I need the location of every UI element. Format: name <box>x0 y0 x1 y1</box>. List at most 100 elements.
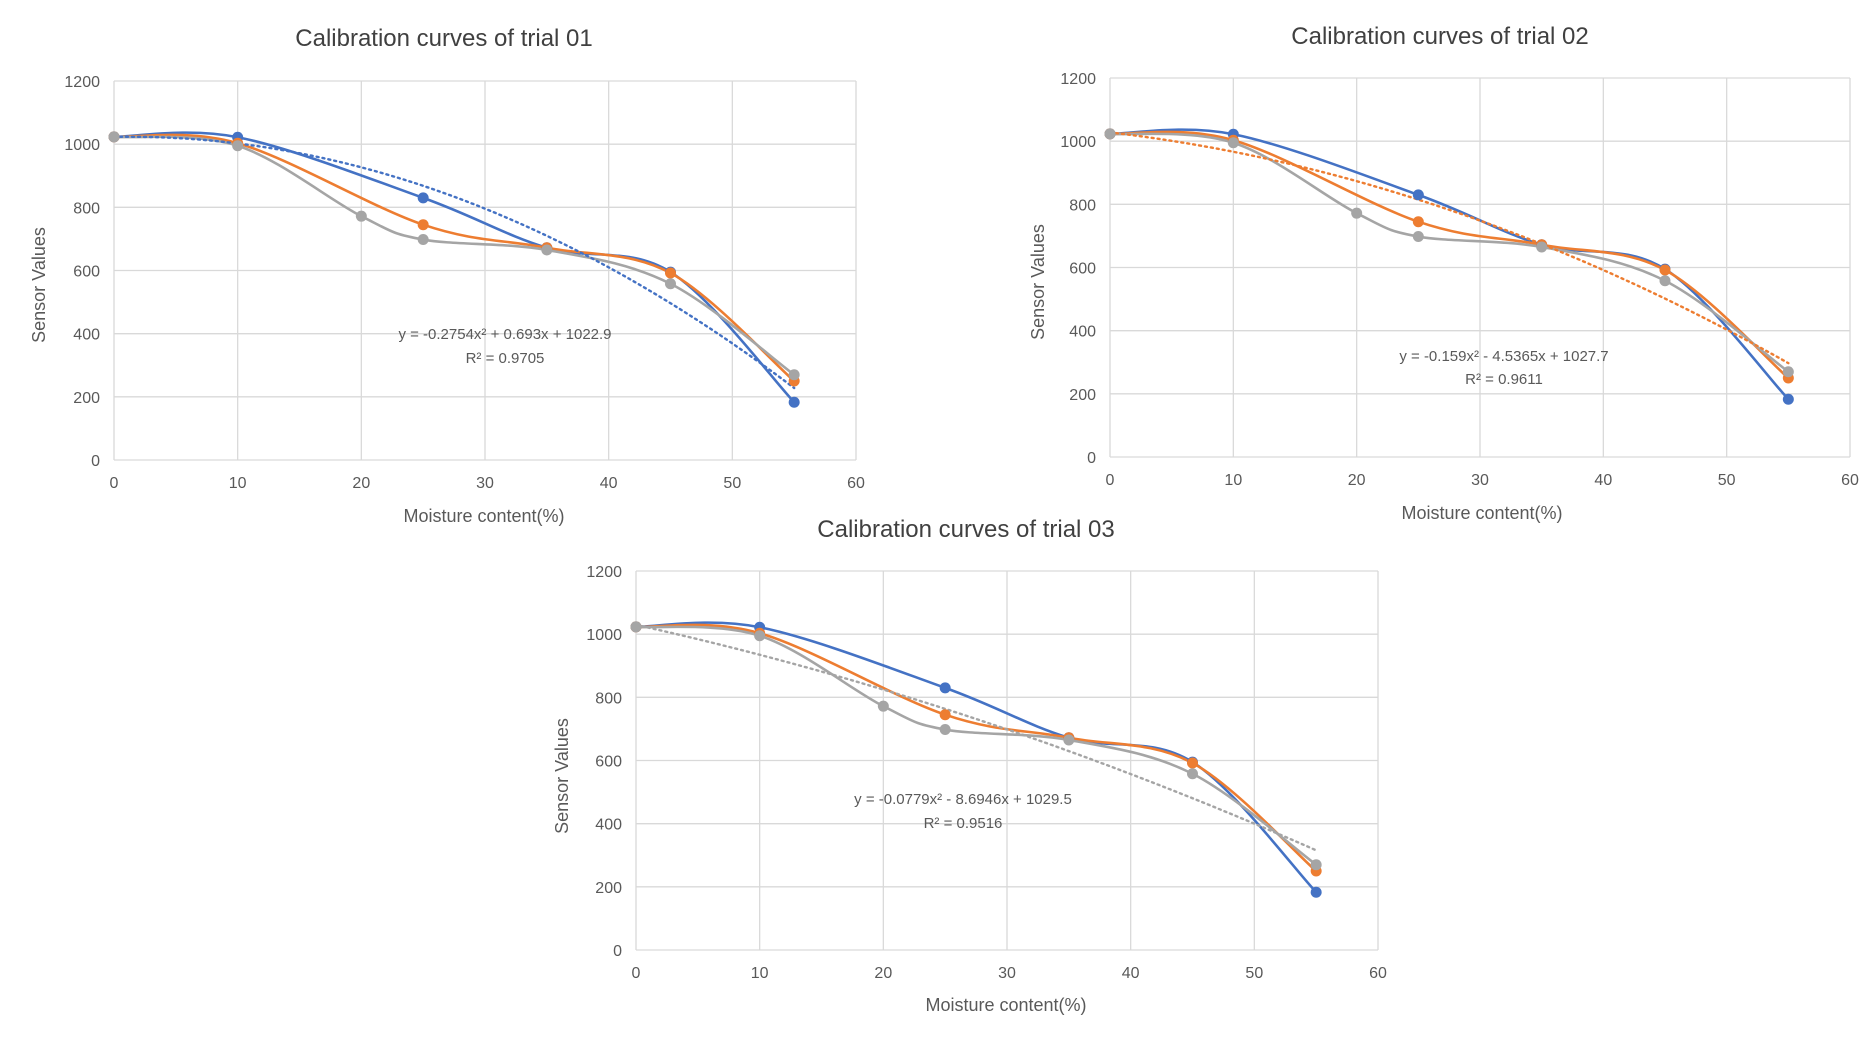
x-tick-label: 50 <box>1245 965 1263 982</box>
y-axis-label: Sensor Values <box>29 227 49 343</box>
x-tick-label: 30 <box>476 475 494 492</box>
x-axis-label: Moisture content(%) <box>1401 503 1562 523</box>
series-3-line <box>1109 132 1790 373</box>
trendline-equation: y = -0.159x² - 4.5365x + 1027.7 <box>1399 348 1608 365</box>
series-2-line <box>113 133 796 383</box>
series-2-point <box>665 267 676 279</box>
x-tick-label: 50 <box>723 475 741 492</box>
x-tick-label: 40 <box>1122 965 1140 982</box>
x-tick-label: 20 <box>1348 472 1366 489</box>
gridlines <box>635 570 1379 951</box>
series-3-point <box>630 621 642 633</box>
series-3-point <box>541 244 553 256</box>
gridlines <box>1109 77 1851 458</box>
y-tick-label: 1200 <box>1060 71 1096 88</box>
y-tick-label: 400 <box>595 817 622 834</box>
series-2-point <box>939 709 951 721</box>
chart-title: Calibration curves of trial 01 <box>295 25 592 52</box>
series-1-point <box>939 682 951 694</box>
series-1-point <box>1782 393 1794 405</box>
x-tick-label: 0 <box>1106 472 1115 489</box>
chart-trial-03: Calibration curves of trial 03 0 10 20 30 40… <box>552 516 1387 1015</box>
series-1-point <box>1310 886 1322 898</box>
series-3-point <box>1659 275 1671 287</box>
y-tick-label: 800 <box>595 690 622 707</box>
y-tick-label: 1000 <box>64 137 100 154</box>
y-tick-label: 200 <box>1069 387 1096 404</box>
series-3-point <box>1063 734 1075 746</box>
y-tick-label: 800 <box>1069 197 1096 214</box>
y-axis-label: Sensor Values <box>1028 224 1048 340</box>
trendline-equation: y = -0.2754x² + 0.693x + 1022.9 <box>398 326 611 343</box>
series-3-point <box>665 278 676 290</box>
y-tick-label: 600 <box>73 264 100 281</box>
x-tick-label: 40 <box>600 475 618 492</box>
series-3-point <box>1227 137 1239 149</box>
series-2-point <box>1187 757 1198 769</box>
series-3-point <box>754 630 766 642</box>
y-tick-label: 1200 <box>586 564 622 581</box>
series-3-point <box>939 724 951 736</box>
x-axis-label: Moisture content(%) <box>925 995 1086 1015</box>
x-axis-label: Moisture content(%) <box>403 506 564 526</box>
series-3-point <box>1351 207 1363 219</box>
series-1-line <box>635 621 1318 894</box>
series-1-point <box>788 396 800 408</box>
series-3-point <box>1104 128 1116 140</box>
trendline-r2: R² = 0.9611 <box>1465 371 1543 388</box>
series-3-point <box>1187 768 1198 780</box>
y-tick-label: 800 <box>73 200 100 217</box>
trendline-equation: y = -0.0779x² - 8.6946x + 1029.5 <box>854 791 1072 808</box>
x-tick-label: 30 <box>1471 472 1489 489</box>
y-tick-label: 0 <box>1087 450 1096 467</box>
chart-trial-02: Calibration curves of trial 02 0 10 20 30 40… <box>1028 23 1859 523</box>
series-1-point <box>417 192 429 204</box>
series-2-line <box>635 623 1318 873</box>
y-tick-label: 200 <box>73 390 100 407</box>
series-3-point <box>1412 231 1424 243</box>
y-axis-label: Sensor Values <box>552 718 572 834</box>
series-3-point <box>1782 366 1794 378</box>
x-tick-label: 20 <box>874 965 892 982</box>
trendline <box>634 623 1318 852</box>
x-tick-label: 0 <box>632 965 641 982</box>
chart-title: Calibration curves of trial 03 <box>817 516 1114 543</box>
chart-trial-01: Calibration curves of trial 01 0 10 20 30 40… <box>29 25 865 526</box>
y-tick-label: 400 <box>73 327 100 344</box>
series-1-point <box>1412 189 1424 201</box>
y-tick-label: 600 <box>595 754 622 771</box>
y-tick-label: 200 <box>595 880 622 897</box>
x-tick-label: 0 <box>110 475 119 492</box>
x-tick-label: 60 <box>847 475 865 492</box>
series-3-point <box>108 131 120 143</box>
y-tick-label: 600 <box>1069 261 1096 278</box>
series-3-point <box>788 369 800 381</box>
chart-title: Calibration curves of trial 02 <box>1291 23 1588 50</box>
y-tick-label: 0 <box>613 943 622 960</box>
trendline <box>112 135 796 390</box>
series-2-point <box>1659 264 1671 276</box>
x-tick-label: 30 <box>998 965 1016 982</box>
series-3-point <box>877 700 889 712</box>
series-1-line <box>113 131 796 404</box>
trendline-r2: R² = 0.9705 <box>466 350 545 367</box>
series-3-point <box>1536 241 1548 253</box>
x-tick-label: 50 <box>1718 472 1736 489</box>
x-tick-label: 10 <box>751 965 769 982</box>
y-tick-label: 0 <box>91 453 100 470</box>
y-tick-label: 1000 <box>586 627 622 644</box>
series-2-line <box>1109 130 1790 380</box>
series-2-point <box>417 219 429 231</box>
x-tick-label: 60 <box>1369 965 1387 982</box>
x-tick-label: 20 <box>352 475 370 492</box>
y-tick-label: 1200 <box>64 74 100 91</box>
series-3-point <box>355 210 367 222</box>
x-tick-label: 10 <box>229 475 247 492</box>
trendline-r2: R² = 0.9516 <box>924 815 1003 832</box>
x-tick-label: 40 <box>1594 472 1612 489</box>
y-tick-label: 400 <box>1069 324 1096 341</box>
